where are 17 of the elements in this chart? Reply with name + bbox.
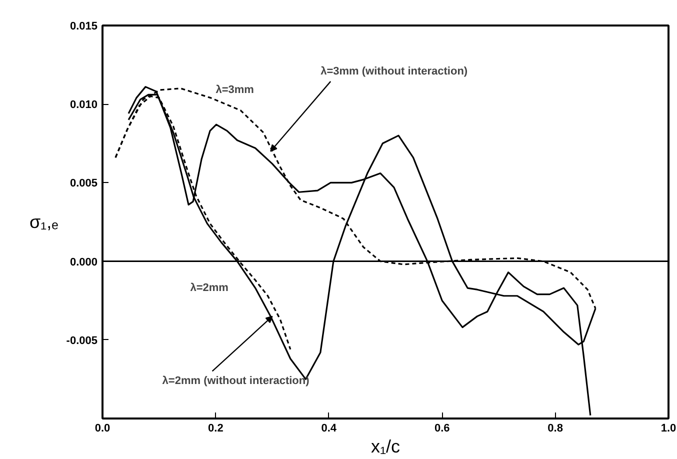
- x-tick-label: 0.4: [321, 422, 338, 434]
- x-tick-label: 1.0: [660, 422, 676, 434]
- y-axis-title: σ₁,ₑ: [29, 212, 59, 232]
- x-tick-label: 0.6: [434, 422, 450, 434]
- annotation: λ=2mm: [190, 282, 229, 294]
- y-tick-label: -0.005: [66, 334, 98, 347]
- y-tick-label: 0.015: [70, 20, 98, 32]
- x-axis-title: x₁/c: [370, 436, 400, 456]
- annotation: λ=3mm (without interaction): [320, 65, 468, 78]
- x-tick-label: 0.2: [208, 422, 224, 434]
- x-tick-label: 0.8: [548, 422, 563, 434]
- annotation: λ=3mm: [216, 84, 254, 96]
- x-tick-label: 0.0: [94, 422, 110, 434]
- y-tick-label: 0.010: [70, 99, 98, 112]
- annotation: λ=2mm (without interaction): [162, 375, 310, 388]
- y-tick-label: 0.005: [70, 178, 98, 190]
- y-tick-label: 0.000: [70, 256, 98, 268]
